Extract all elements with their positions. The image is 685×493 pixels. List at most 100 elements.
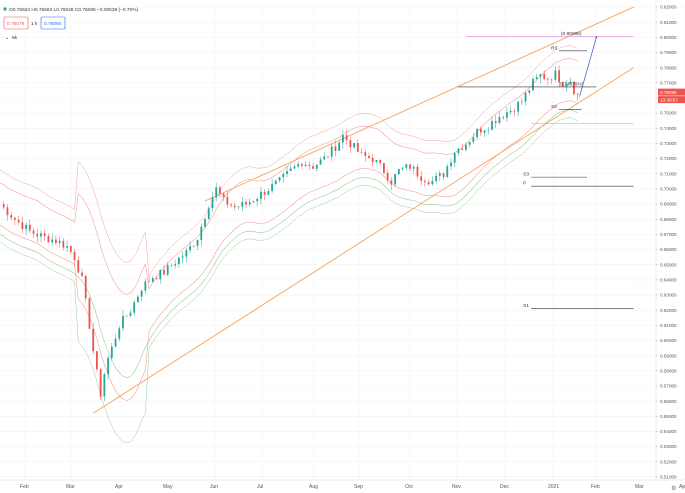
ohlc-readout: O0.76624 H0.76663 L0.76028 C0.76086 −0.0… xyxy=(9,7,138,13)
price-axis[interactable]: 0.82000 0.81000 0.80000 0.79000 0.78000 0.770… xyxy=(655,0,677,480)
candle-body xyxy=(181,256,184,258)
price-tick-label: 0.65000 xyxy=(660,262,677,267)
candle-body xyxy=(92,328,95,352)
price-tick-label: 0.78000 xyxy=(660,65,677,70)
time-tick-label: Feb xyxy=(20,484,29,490)
price-tick-label: 0.57000 xyxy=(660,384,677,389)
candle-body xyxy=(144,281,147,291)
candle-body xyxy=(561,82,564,87)
gear-icon[interactable]: ⚙ xyxy=(671,485,676,492)
last-price-value: 0.76086 xyxy=(660,90,677,95)
time-tick-label: Sep xyxy=(354,484,363,490)
candle-body xyxy=(282,173,285,178)
candle-body xyxy=(293,166,296,169)
candle-body xyxy=(371,157,374,163)
price-tick-label: 0.63000 xyxy=(660,293,677,298)
candle-body xyxy=(10,215,13,218)
envelope-lower-line xyxy=(0,117,578,444)
price-tick-label: 0.72000 xyxy=(660,156,677,161)
candle-body xyxy=(383,163,385,173)
last-price-badge xyxy=(658,88,685,96)
candle-body xyxy=(226,196,229,205)
target-projection-line xyxy=(579,37,597,97)
candle-body xyxy=(338,142,341,151)
candle-body xyxy=(375,159,378,163)
candle-body xyxy=(334,146,337,151)
candle-body xyxy=(390,180,393,185)
level-label: S1 xyxy=(523,303,529,309)
candle-body xyxy=(114,338,117,347)
bollinger-upper-line xyxy=(0,57,578,295)
status-dot-icon xyxy=(3,7,7,11)
candle-body xyxy=(286,171,288,174)
level-label: P xyxy=(523,181,526,187)
candle-body xyxy=(200,226,203,240)
candle-body xyxy=(122,315,124,329)
candle-body xyxy=(55,239,57,243)
level-label: R3 xyxy=(551,45,557,51)
time-tick-label: Apr xyxy=(115,484,123,490)
candle-body xyxy=(21,222,24,230)
candle-body xyxy=(532,78,534,91)
candle-body xyxy=(327,156,329,158)
candle-body xyxy=(342,135,344,143)
price-tick-label: 0.61000 xyxy=(660,323,677,328)
candle-body xyxy=(323,156,326,160)
time-tick-label: Dec xyxy=(500,484,509,490)
sell-button[interactable] xyxy=(3,16,29,30)
candle-body xyxy=(394,174,396,185)
candle-body xyxy=(99,369,102,397)
candle-body xyxy=(506,112,508,118)
candle-body xyxy=(62,240,65,248)
candle-body xyxy=(66,245,68,248)
channel-line-lower xyxy=(92,67,634,414)
candle-body xyxy=(96,351,98,370)
time-axis[interactable]: Feb Mar Apr May Jun Jul Aug Sep Oct Nov Dec 2021 Feb… xyxy=(0,479,685,490)
candle-body xyxy=(6,207,9,216)
candle-body xyxy=(312,165,314,169)
candle-body xyxy=(315,164,318,169)
candle-body xyxy=(129,312,132,316)
candle-body xyxy=(88,298,91,329)
candle-body xyxy=(349,140,352,148)
candle-body xyxy=(107,357,109,375)
candle-body xyxy=(260,191,262,199)
candle-body xyxy=(256,198,259,202)
candle-body xyxy=(233,205,236,208)
price-tick-label: 0.80000 xyxy=(660,35,677,40)
candle-body xyxy=(543,73,546,79)
candle-body xyxy=(513,110,516,112)
price-tick-label: 0.73000 xyxy=(660,141,677,146)
price-tick-label: 0.77000 xyxy=(660,80,677,85)
candle-body xyxy=(271,183,273,192)
candle-body xyxy=(528,90,531,93)
price-tick-label: 0.52000 xyxy=(660,459,677,464)
candle-body xyxy=(498,117,501,123)
candle-body xyxy=(330,146,333,157)
horizontal-levels: (0.80066) R3 (0.74375%) S2 S3 P S1 xyxy=(458,31,634,309)
price-tick-label: 0.56000 xyxy=(660,399,677,404)
buy-price[interactable]: 0.76094 xyxy=(44,21,62,27)
price-badges: 0.76086 13:30:57 xyxy=(658,88,685,104)
candle-body xyxy=(450,162,452,167)
buy-button[interactable] xyxy=(40,16,66,30)
candle-body xyxy=(14,217,16,220)
price-tick-label: 0.69000 xyxy=(660,202,677,207)
candle-body xyxy=(17,219,20,223)
collapse-icon[interactable]: ⌄ xyxy=(5,36,9,41)
time-tick-label: Feb xyxy=(591,484,600,490)
candle-body xyxy=(431,181,434,185)
countdown-value: 13:30:57 xyxy=(660,97,678,102)
target-point xyxy=(595,36,598,39)
price-tick-label: 0.70000 xyxy=(660,187,677,192)
sell-price[interactable]: 0.76079 xyxy=(7,21,25,27)
candle-body xyxy=(565,84,568,87)
price-tick-label: 0.51000 xyxy=(660,475,677,480)
candle-body xyxy=(73,251,76,261)
price-tick-label: 0.62000 xyxy=(660,308,677,313)
time-tick-label: Oct xyxy=(405,484,413,490)
candle-body xyxy=(230,204,232,206)
channel-line-upper xyxy=(204,6,634,202)
